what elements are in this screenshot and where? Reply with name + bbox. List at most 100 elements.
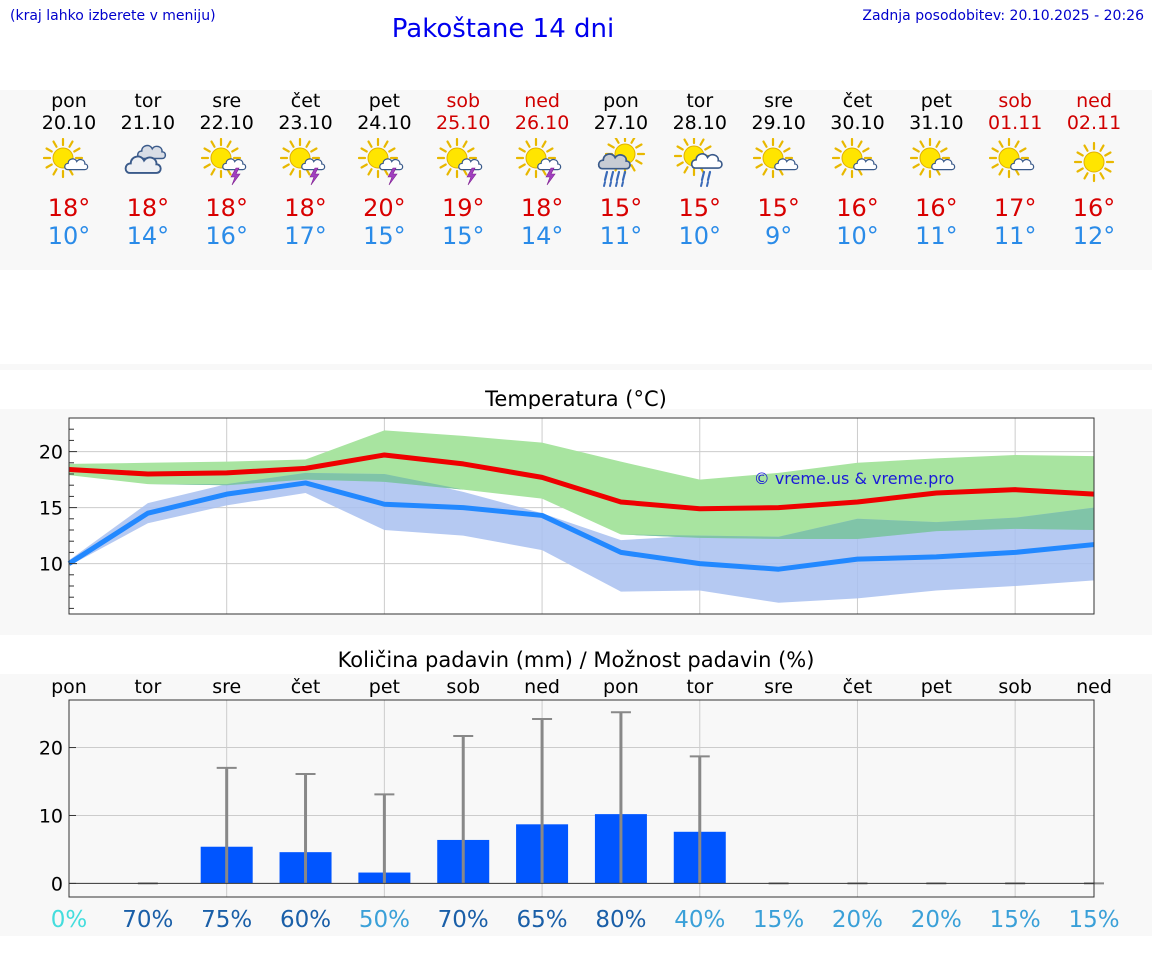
min-temperature: 10° bbox=[47, 222, 91, 250]
max-temperature: 15° bbox=[599, 194, 643, 222]
sun-storm-icon bbox=[437, 138, 483, 186]
day-name: ned bbox=[524, 90, 560, 112]
day-name: tor bbox=[134, 90, 162, 112]
probability-label: 15% bbox=[1068, 907, 1119, 933]
day-label: ned bbox=[524, 676, 560, 698]
min-temperature: 10° bbox=[836, 222, 879, 250]
probability-label: 20% bbox=[832, 907, 883, 933]
sun-storm-icon bbox=[279, 138, 325, 186]
min-range-band bbox=[69, 472, 1094, 603]
min-temperature: 16° bbox=[205, 222, 248, 250]
probability-label: 0% bbox=[51, 907, 88, 933]
max-temperature: 20° bbox=[363, 194, 406, 222]
max-temperature: 16° bbox=[836, 194, 879, 222]
y-tick-label: 10 bbox=[39, 554, 63, 576]
day-date: 22.10 bbox=[199, 112, 254, 134]
day-name: tor bbox=[686, 90, 714, 112]
day-column: pon 20.10 18° 10° bbox=[24, 90, 114, 250]
day-date: 26.10 bbox=[514, 112, 570, 134]
max-temperature: 18° bbox=[126, 194, 170, 222]
day-name: sob bbox=[998, 90, 1032, 112]
min-temperature: 17° bbox=[284, 222, 327, 250]
plot-frame bbox=[68, 417, 1095, 615]
day-label: pet bbox=[369, 676, 400, 698]
day-date: 28.10 bbox=[672, 112, 727, 134]
y-tick-label: 10 bbox=[39, 805, 63, 827]
probability-label: 50% bbox=[359, 907, 410, 933]
max-temperature: 16° bbox=[915, 194, 958, 222]
sun-shower-icon bbox=[673, 138, 723, 187]
watermark: © vreme.us & vreme.pro bbox=[754, 469, 955, 488]
day-column: pon 27.10 15° 11° bbox=[576, 90, 666, 250]
day-column: pet 24.10 20° 15° bbox=[339, 90, 429, 250]
day-date: 01.11 bbox=[987, 112, 1043, 134]
day-column: ned 02.11 16° 12° bbox=[1049, 90, 1139, 250]
min-temperature: 11° bbox=[599, 222, 643, 250]
sun-cloud-icon bbox=[831, 138, 877, 179]
day-name: sre bbox=[212, 90, 242, 112]
max-temperature: 19° bbox=[441, 194, 485, 222]
min-temperature: 14° bbox=[126, 222, 170, 250]
day-column: čet 30.10 16° 10° bbox=[813, 90, 903, 250]
day-label: tor bbox=[134, 676, 161, 698]
day-date: 23.10 bbox=[278, 112, 333, 134]
sun-storm-icon bbox=[516, 138, 562, 186]
forecast-strip: pon 20.10 18° 10° tor 21.10 18° 14° sre 22.10 18° 1… bbox=[0, 90, 1152, 270]
temperature-chart: 10 15 20 © vreme.us & vreme.pro bbox=[0, 409, 1152, 635]
probability-label: 40% bbox=[674, 907, 725, 933]
temperature-chart-title: Temperatura (°C) bbox=[485, 387, 667, 411]
min-temperature: 10° bbox=[678, 222, 722, 250]
day-date: 24.10 bbox=[357, 112, 412, 134]
location-hint[interactable]: (kraj lahko izberete v meniju) bbox=[10, 8, 216, 24]
day-column: sre 22.10 18° 16° bbox=[182, 90, 272, 250]
probability-label: 15% bbox=[990, 907, 1041, 933]
y-tick-label: 20 bbox=[39, 442, 63, 464]
day-label: tor bbox=[686, 676, 713, 698]
day-label: sre bbox=[212, 676, 241, 698]
sun-rain-icon bbox=[597, 138, 646, 187]
precipitation-chart: pon tor sre čet pet sob ned pon tor sre čet pet sob n… bbox=[0, 674, 1152, 936]
day-label: pet bbox=[921, 676, 952, 698]
sun-cloud-icon bbox=[910, 138, 956, 179]
day-column: ned 26.10 18° 14° bbox=[497, 90, 587, 250]
probability-label: 20% bbox=[911, 907, 962, 933]
sun-cloud-icon bbox=[989, 138, 1035, 179]
min-temperature: 9° bbox=[765, 222, 793, 250]
precipitation-chart-title: Količina padavin (mm) / Možnost padavin … bbox=[337, 648, 815, 672]
day-date: 20.10 bbox=[41, 112, 97, 134]
probability-label: 75% bbox=[201, 907, 252, 933]
max-temperature-line bbox=[68, 452, 1095, 512]
day-column: čet 23.10 18° 17° bbox=[261, 90, 351, 250]
y-tick-label: 15 bbox=[39, 498, 63, 520]
max-temperature: 15° bbox=[678, 194, 722, 222]
min-temperature: 15° bbox=[441, 222, 485, 250]
day-name: pet bbox=[920, 90, 952, 112]
sun-storm-icon bbox=[358, 138, 404, 186]
probability-label: 15% bbox=[753, 907, 804, 933]
max-temperature: 18° bbox=[47, 194, 91, 222]
max-temperature: 15° bbox=[757, 194, 800, 222]
day-name: ned bbox=[1076, 90, 1112, 112]
day-label: sre bbox=[764, 676, 793, 698]
max-temperature: 17° bbox=[993, 194, 1037, 222]
probability-label: 70% bbox=[122, 907, 173, 933]
min-temperature: 15° bbox=[363, 222, 406, 250]
day-date: 27.10 bbox=[593, 112, 649, 134]
day-date: 29.10 bbox=[751, 112, 806, 134]
page-title: Pakoštane 14 dni bbox=[391, 14, 615, 44]
probability-label: 60% bbox=[280, 907, 331, 933]
day-column: sre 29.10 15° 9° bbox=[734, 90, 824, 250]
day-label: čet bbox=[843, 676, 873, 698]
day-label: sob bbox=[446, 676, 480, 698]
probability-label: 65% bbox=[517, 907, 568, 933]
day-column: tor 21.10 18° 14° bbox=[103, 90, 193, 250]
day-date: 21.10 bbox=[120, 112, 176, 134]
day-name: čet bbox=[842, 90, 873, 112]
cloudy-icon bbox=[124, 144, 166, 174]
day-name: pet bbox=[368, 90, 400, 112]
max-temperature: 18° bbox=[284, 194, 327, 222]
day-date: 31.10 bbox=[909, 112, 964, 134]
day-label: čet bbox=[291, 676, 321, 698]
sun-cloud-icon bbox=[43, 138, 89, 179]
sun-icon bbox=[1073, 141, 1115, 183]
